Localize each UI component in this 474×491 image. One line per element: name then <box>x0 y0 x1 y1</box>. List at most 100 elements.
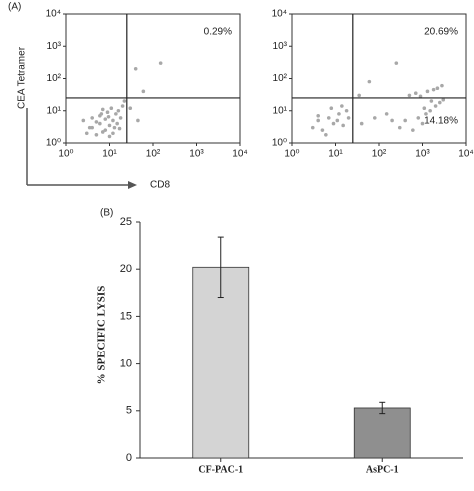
y-tick-label: 10¹ <box>47 105 62 116</box>
x-tick-label: 10² <box>146 149 161 160</box>
quadrant-label: 14.18% <box>424 116 458 127</box>
axes-arrow <box>26 108 137 189</box>
point <box>81 118 86 123</box>
point <box>99 112 104 116</box>
y-axis-label: CEA Tetramer <box>17 46 28 109</box>
point <box>394 61 399 65</box>
panel-label: (B) <box>100 208 113 219</box>
point <box>331 121 336 126</box>
point <box>329 106 334 110</box>
point <box>98 121 102 126</box>
y-tick-label: 10³ <box>273 41 288 52</box>
point <box>397 125 402 130</box>
x-tick-label: 10⁴ <box>458 149 473 160</box>
point <box>411 128 415 132</box>
point <box>429 99 434 103</box>
point <box>94 132 99 137</box>
y-tick-label: 20 <box>120 263 132 275</box>
x-tick-label: 10⁰ <box>58 149 73 160</box>
quadrant-label: 0.29% <box>204 27 232 38</box>
point <box>136 118 140 123</box>
point <box>100 130 105 134</box>
point <box>384 112 389 116</box>
point <box>320 128 325 132</box>
y-tick-label: 5 <box>126 405 132 417</box>
x-axis-label: CD8 <box>150 180 170 191</box>
y-tick-label: 10 <box>120 358 132 370</box>
point <box>367 79 372 84</box>
point <box>87 125 92 130</box>
point <box>100 107 105 112</box>
bar <box>192 266 250 459</box>
point <box>114 112 118 116</box>
point <box>425 89 430 94</box>
point <box>117 126 122 131</box>
point <box>390 118 394 123</box>
point <box>103 128 108 132</box>
point <box>413 91 418 96</box>
point <box>335 118 340 123</box>
point <box>441 97 446 102</box>
point <box>133 66 138 71</box>
x-tick-label: 10¹ <box>328 149 343 160</box>
point <box>438 100 442 105</box>
x-tick-label: 10⁰ <box>284 149 299 160</box>
point <box>310 125 315 130</box>
point <box>326 116 331 120</box>
point <box>341 123 345 128</box>
y-tick-label: 25 <box>120 216 132 228</box>
point <box>440 83 444 88</box>
point <box>94 120 99 124</box>
y-tick-label: 10¹ <box>273 105 288 116</box>
point <box>416 116 421 120</box>
y-tick-label: 10² <box>47 73 62 84</box>
point <box>316 113 320 118</box>
point <box>120 104 125 108</box>
point <box>90 116 94 120</box>
point <box>90 125 94 130</box>
point <box>337 112 341 116</box>
y-tick-label: 15 <box>120 310 132 322</box>
point <box>116 108 121 113</box>
y-tick-label: 10⁰ <box>272 138 287 149</box>
y-tick-label: 0 <box>126 452 132 464</box>
point <box>403 118 407 123</box>
y-axis-label: % SPECIFIC LYSIS <box>96 286 108 385</box>
bar <box>353 407 411 459</box>
quadrant-label: 20.69% <box>424 27 458 38</box>
point <box>420 121 425 126</box>
point <box>109 106 114 110</box>
x-tick-label: 10⁴ <box>232 149 247 160</box>
point <box>84 131 89 136</box>
point <box>158 61 163 65</box>
point <box>103 117 108 121</box>
point <box>111 118 115 123</box>
point <box>107 134 112 139</box>
point <box>422 106 427 110</box>
point <box>340 104 344 108</box>
point <box>346 116 351 120</box>
x-tick-label: AsPC-1 <box>366 464 399 475</box>
point <box>112 125 117 130</box>
panel-label: (A) <box>8 2 21 13</box>
point <box>316 118 320 123</box>
y-tick-label: 10⁴ <box>46 9 61 20</box>
point <box>435 86 440 91</box>
x-tick-label: 10² <box>372 149 387 160</box>
y-tick-label: 10³ <box>47 41 62 52</box>
y-tick-label: 10⁴ <box>272 9 287 20</box>
point <box>359 121 364 126</box>
x-tick-label: CF-PAC-1 <box>198 464 243 475</box>
point <box>128 106 133 110</box>
point <box>433 104 438 108</box>
point <box>431 87 436 92</box>
point <box>324 132 328 137</box>
point <box>372 116 377 120</box>
x-tick-label: 10³ <box>189 149 204 160</box>
point <box>105 110 110 115</box>
y-tick-label: 10² <box>273 73 288 84</box>
point <box>418 94 423 99</box>
point <box>141 89 146 94</box>
point <box>106 114 111 119</box>
